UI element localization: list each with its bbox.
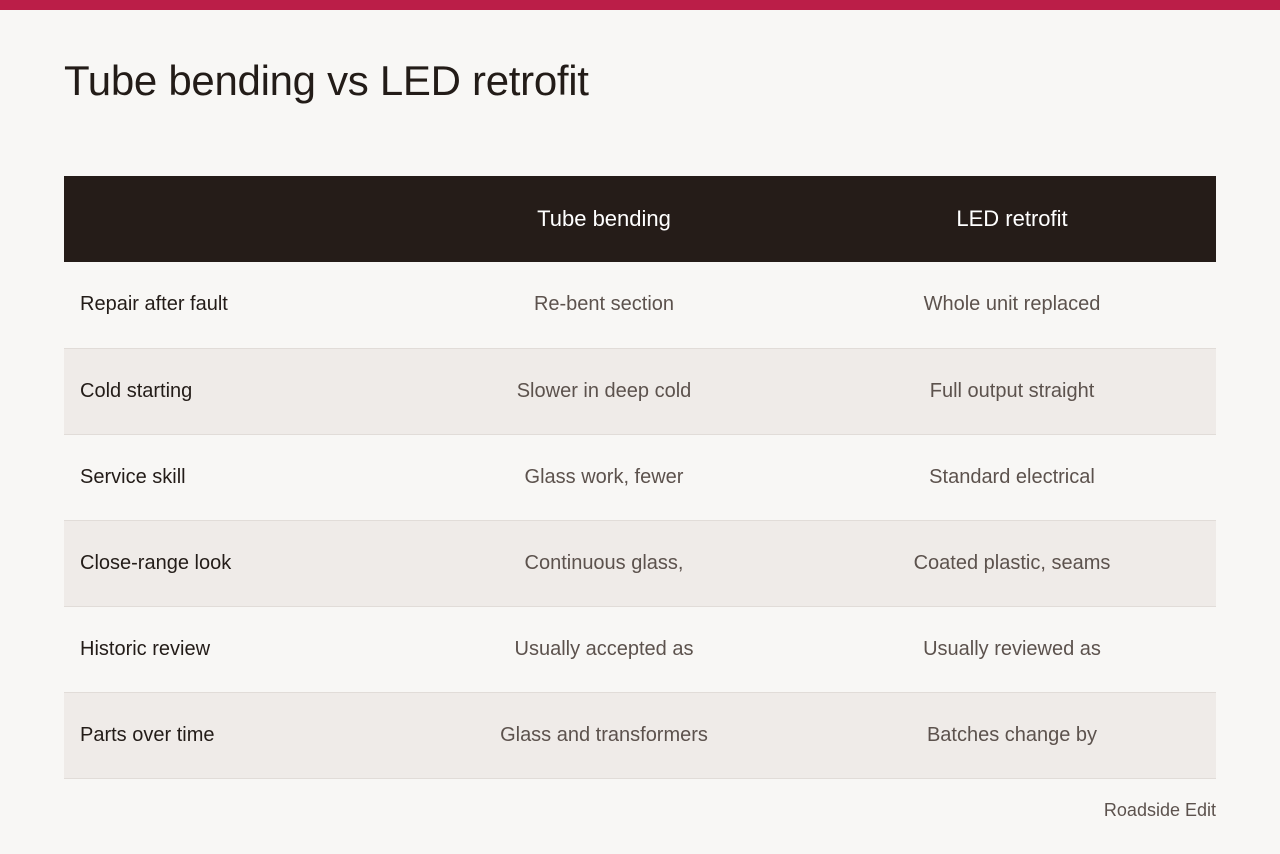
table-row: Close-range look Continuous glass, Coate…: [64, 520, 1216, 606]
table-body: Repair after fault Re-bent section Whole…: [64, 262, 1216, 778]
row-label: Service skill: [80, 465, 186, 488]
row-label: Parts over time: [80, 723, 215, 746]
table-row: Repair after fault Re-bent section Whole…: [64, 262, 1216, 348]
table-row: Service skill Glass work, fewer Standard…: [64, 434, 1216, 520]
header-row: Tube bending LED retrofit: [64, 176, 1216, 262]
tube-bending-cell: Slower in deep cold: [516, 379, 692, 402]
row-label: Cold starting: [80, 379, 193, 402]
led-retrofit-cell: Batches change by: [926, 723, 1098, 746]
source-credit: Roadside Edit: [1103, 800, 1216, 820]
led-retrofit-cell: Whole unit replaced: [923, 293, 1101, 316]
led-retrofit-cell: Standard electrical: [929, 465, 1095, 488]
table-header: Tube bending LED retrofit: [64, 176, 1216, 262]
row-label: Historic review: [80, 637, 211, 660]
tube-bending-cell: Glass and transformers: [500, 723, 708, 746]
column-header-tube-bending: Tube bending: [537, 206, 671, 231]
accent-bar: [0, 0, 1280, 10]
comparison-table: Tube bending LED retrofit Repair after f…: [64, 176, 1216, 779]
tube-bending-cell: Glass work, fewer: [524, 465, 684, 488]
led-retrofit-cell: Coated plastic, seams: [913, 551, 1111, 574]
row-label: Repair after fault: [80, 293, 228, 316]
led-retrofit-cell: Usually reviewed as: [923, 637, 1101, 660]
table-row: Historic review Usually accepted as Usua…: [64, 606, 1216, 692]
column-header-led-retrofit: LED retrofit: [956, 206, 1068, 231]
led-retrofit-cell: Full output straight: [929, 379, 1095, 402]
tube-bending-cell: Re-bent section: [533, 293, 675, 316]
column-header-blank: [64, 176, 400, 262]
row-label: Close-range look: [80, 551, 232, 574]
tube-bending-cell: Usually accepted as: [514, 637, 694, 660]
table-row: Parts over time Glass and transformers B…: [64, 692, 1216, 778]
table-row: Cold starting Slower in deep cold Full o…: [64, 348, 1216, 434]
page-title: Tube bending vs LED retrofit: [64, 57, 589, 104]
tube-bending-cell: Continuous glass,: [524, 551, 684, 574]
